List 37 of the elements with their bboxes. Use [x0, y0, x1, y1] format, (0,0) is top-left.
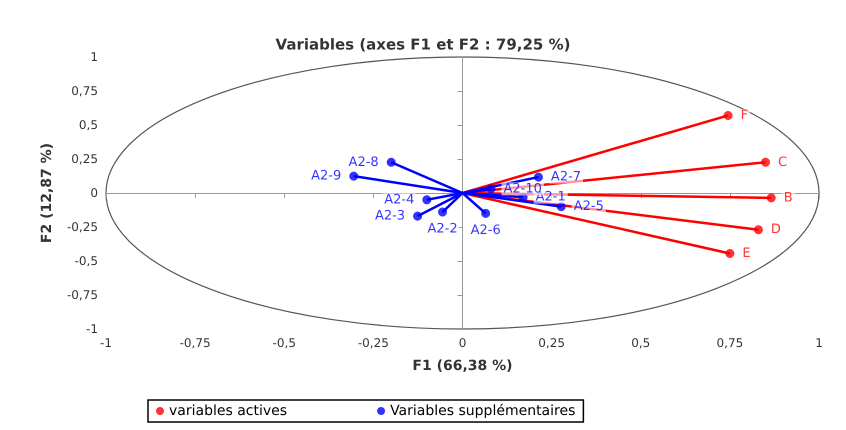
- data-label: D: [770, 222, 781, 238]
- data-label: A2-1: [536, 190, 566, 205]
- data-label: A2-2: [427, 222, 458, 237]
- data-label: A2-6: [470, 222, 501, 238]
- data-label: B: [784, 190, 793, 206]
- x-tick-label: -0,25: [358, 336, 389, 350]
- x-tick-label: -1: [100, 336, 112, 350]
- y-axis-title: F2 (12,87 %): [39, 142, 55, 244]
- x-tick-label: -0,75: [180, 336, 211, 350]
- x-tick-label: 1: [815, 336, 823, 350]
- data-label: E: [742, 246, 751, 262]
- y-tick-label: -0,25: [66, 220, 98, 234]
- y-tick-label: 0,75: [71, 84, 98, 98]
- y-tick-label: 1: [90, 50, 98, 64]
- data-label: A2-7: [550, 170, 582, 185]
- legend-label: variables actives: [169, 403, 288, 419]
- data-label: A2-3: [374, 208, 406, 224]
- y-tick-label: -1: [86, 322, 98, 336]
- x-tick-label: 0,25: [538, 336, 565, 350]
- data-label: F: [740, 108, 748, 123]
- data-label: A2-5: [574, 199, 604, 214]
- x-axis-title: F1 (66,38 %): [412, 358, 513, 374]
- x-tick-label: 0: [458, 336, 466, 350]
- y-tick-label: 0: [90, 186, 98, 200]
- x-tick-label: 0,75: [716, 336, 744, 350]
- legend-label: Variables supplémentaires: [390, 403, 576, 419]
- chart-title: Variables (axes F1 et F2 : 79,25 %): [276, 36, 570, 54]
- data-label: A2-8: [348, 154, 379, 170]
- data-label: A2-9: [311, 168, 342, 184]
- data-label: C: [778, 154, 788, 170]
- x-tick-label: -0,5: [272, 336, 296, 350]
- y-tick-label: 0,5: [78, 118, 98, 132]
- x-tick-label: 0,5: [631, 336, 650, 350]
- y-tick-label: 0,25: [71, 152, 98, 166]
- y-tick-label: -0,5: [74, 254, 98, 268]
- data-label: A2-4: [384, 192, 414, 208]
- y-tick-label: -0,75: [66, 288, 98, 302]
